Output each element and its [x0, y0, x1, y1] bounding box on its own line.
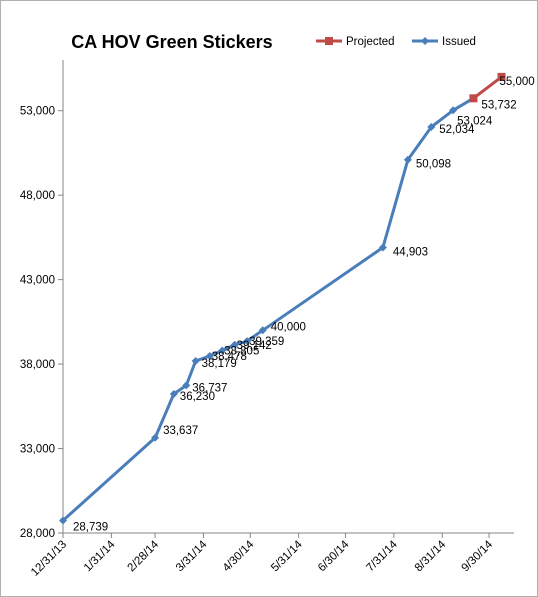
data-label: 33,637	[163, 425, 198, 437]
data-label: 52,034	[439, 124, 475, 136]
data-point-issued	[182, 381, 191, 390]
data-label: 38,478	[212, 351, 247, 363]
chart-title: CA HOV Green Stickers	[71, 32, 272, 52]
series-line-projected	[472, 75, 503, 100]
data-point-issued	[403, 155, 412, 164]
axes: 28,000 33,000 38,000 43,000 48,000 53,000 12/3…	[20, 60, 514, 579]
data-point-projected	[497, 72, 506, 81]
x-tick-label: 8/31/14	[413, 538, 449, 574]
data-point-issued	[449, 106, 458, 115]
data-label: 50,098	[416, 159, 451, 171]
data-point-issued	[151, 433, 160, 442]
data-point-issued	[59, 516, 67, 525]
data-point-issued	[169, 389, 178, 398]
legend-label-projected: Projected	[346, 36, 395, 48]
x-tick-label: 3/31/14	[174, 538, 210, 574]
data-point-issued	[258, 326, 267, 335]
data-label: 38,805	[224, 345, 259, 357]
data-label: 40,000	[271, 321, 306, 333]
x-tick-label: 2/28/14	[126, 538, 162, 574]
data-point-projected	[469, 94, 478, 103]
legend-marker-issued	[421, 37, 429, 45]
data-label: 53,024	[457, 115, 493, 127]
data-label: 55,000	[500, 76, 535, 88]
data-point-issued	[191, 357, 200, 366]
data-point-issued	[205, 351, 214, 360]
data-point-issued	[427, 122, 436, 131]
data-label: 39,359	[249, 336, 284, 348]
legend-marker-projected	[325, 37, 333, 45]
data-point-issued	[378, 243, 387, 252]
x-tick-label: 9/30/14	[460, 538, 496, 574]
x-tick-label: 1/31/14	[82, 538, 118, 574]
data-label: 28,739	[73, 522, 108, 534]
data-label: 36,230	[180, 391, 215, 403]
y-tick-label: 53,000	[20, 106, 55, 118]
data-label: 38,179	[202, 358, 237, 370]
x-tick-label: 6/30/14	[316, 538, 352, 574]
y-tick-label: 33,000	[20, 444, 55, 456]
data-point-issued	[230, 340, 239, 349]
data-label: 44,903	[393, 246, 428, 258]
x-tick-label: 7/31/14	[364, 538, 400, 574]
data-label: 39,142	[237, 340, 272, 352]
data-label: 36,737	[192, 382, 227, 394]
y-tick-label: 38,000	[20, 359, 55, 371]
data-label: 53,732	[481, 99, 516, 111]
x-tick-label: 4/30/14	[221, 538, 257, 574]
series-line-issued	[61, 97, 475, 522]
legend: Projected Issued	[316, 36, 476, 48]
x-tick-label: 5/31/14	[269, 538, 305, 574]
y-tick-label: 43,000	[20, 275, 55, 287]
data-point-issued	[218, 346, 227, 355]
data-point-issued	[243, 337, 252, 346]
legend-label-issued: Issued	[442, 36, 476, 48]
x-tick-label: 12/31/13	[29, 539, 69, 579]
series-layer	[59, 72, 506, 525]
y-tick-label: 28,000	[20, 528, 55, 540]
y-tick-label: 48,000	[20, 190, 55, 202]
